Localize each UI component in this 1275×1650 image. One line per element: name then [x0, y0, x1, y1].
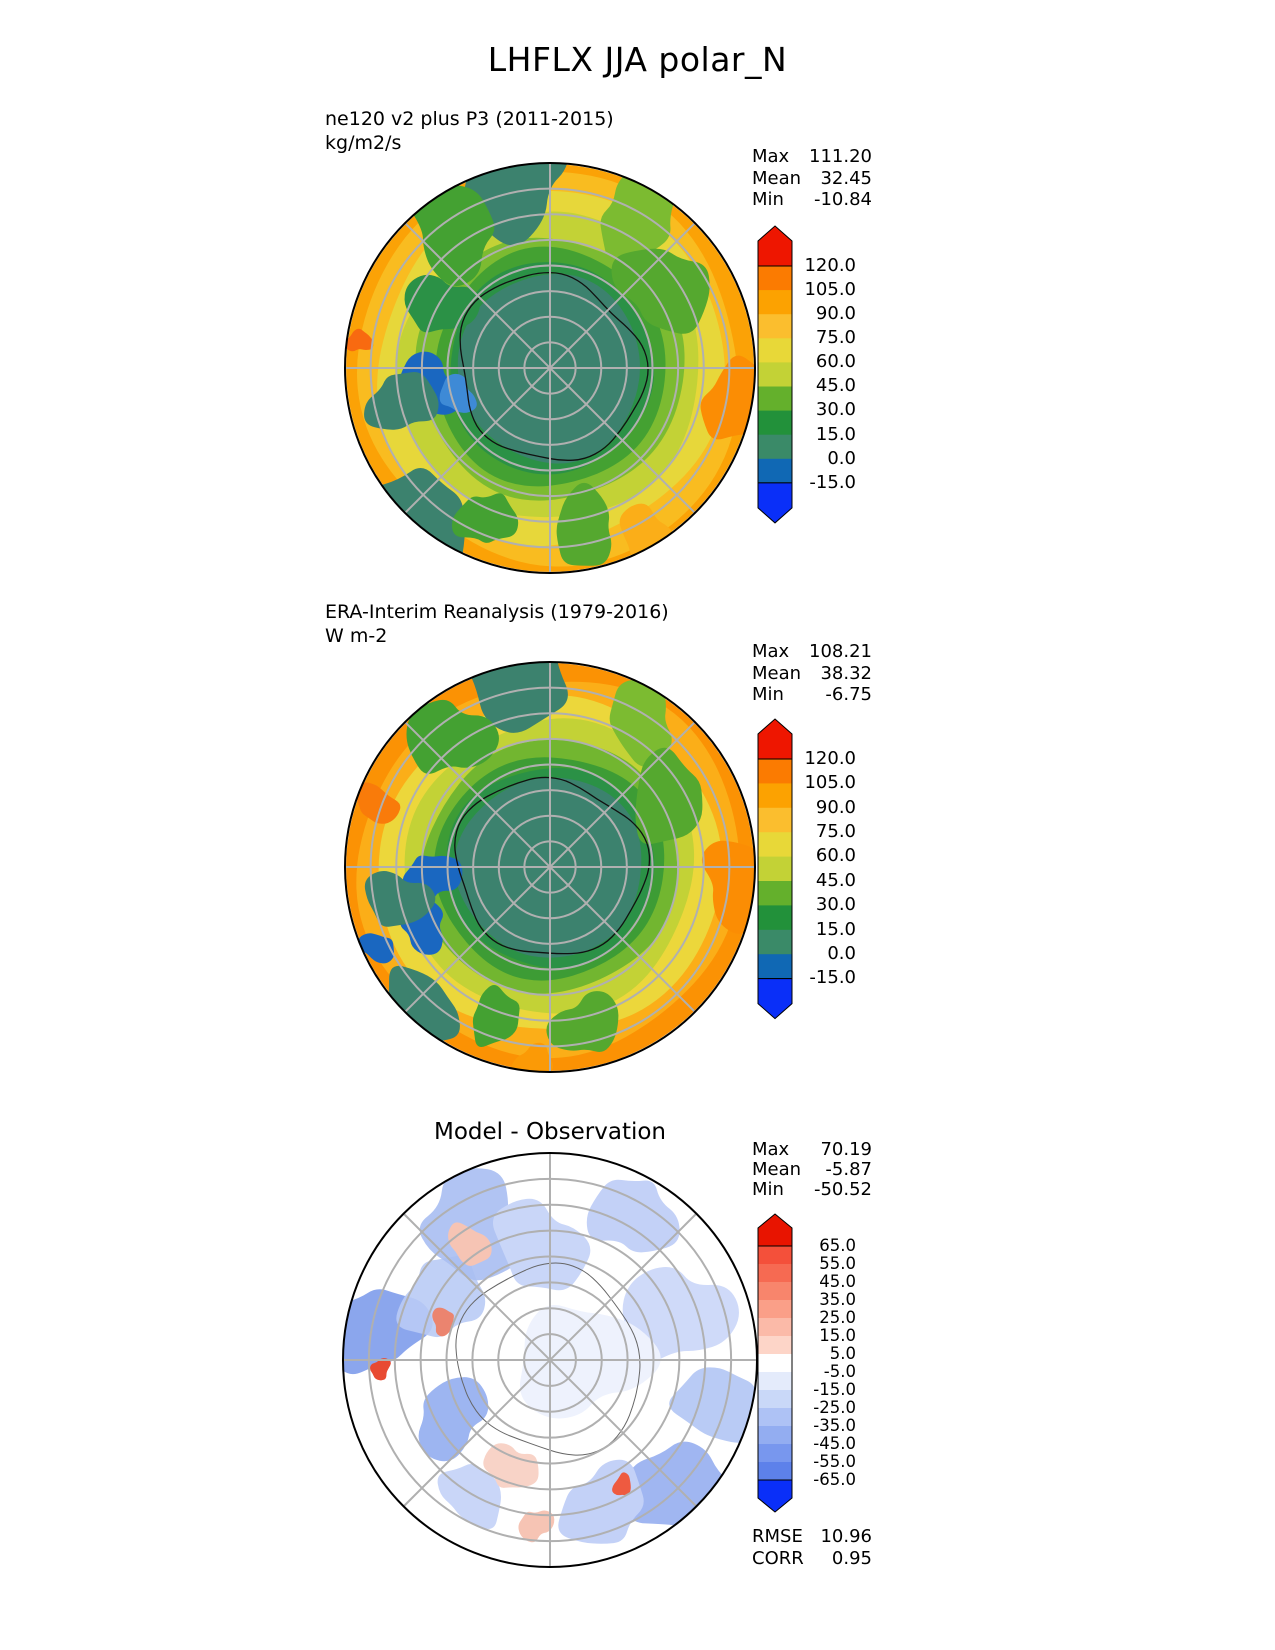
stats-block-footer: RMSE 10.96 CORR 0.95: [752, 1526, 872, 1569]
map-observation: [344, 661, 756, 1073]
stat-value: -6.75: [825, 684, 872, 705]
colorbar-tick-label: 15.0: [819, 1325, 856, 1345]
colorbar-tick-label: -25.0: [813, 1397, 856, 1417]
panel-label-model-line1: ne120 v2 plus P3 (2011-2015): [325, 108, 614, 130]
stat-row-max: Max 111.20: [752, 146, 872, 168]
stat-row-min: Min -6.75: [752, 684, 872, 706]
stat-label: Mean: [752, 167, 802, 189]
stat-label: Min: [752, 189, 784, 210]
colorbar-tick-label: -15.0: [813, 1379, 856, 1399]
colorbar-tick-label: 90.0: [815, 303, 856, 325]
stat-row-mean: Mean 38.32: [752, 663, 872, 685]
panel-label-observation-line1: ERA-Interim Reanalysis (1979-2016): [325, 601, 669, 623]
graticule: [343, 1153, 757, 1567]
colorbar-tick-label: 75.0: [815, 327, 856, 349]
colorbar-tick-label: 75.0: [815, 821, 856, 843]
stat-label: Max: [752, 641, 790, 662]
stat-label: Min: [752, 684, 784, 705]
colorbar-tick-label: -45.0: [813, 1433, 856, 1453]
stats-block-difference: Max 70.19 Mean -5.87 Min -50.52: [752, 1140, 872, 1200]
colorbar-tick-label: -15.0: [809, 967, 856, 989]
stat-row-rmse: RMSE 10.96: [752, 1526, 872, 1548]
stat-row-max: Max 108.21: [752, 641, 872, 663]
colorbar-tick-label: 105.0: [804, 772, 856, 794]
panel-title-difference: Model - Observation: [433, 1119, 667, 1145]
stat-row-min: Min -10.84: [752, 189, 872, 211]
figure-title: LHFLX JJA polar_N: [487, 40, 788, 79]
map-boundary: [342, 1152, 758, 1568]
stat-value: 10.96: [820, 1526, 872, 1547]
stat-label: Max: [752, 1139, 790, 1160]
stat-row-mean: Mean -5.87: [752, 1160, 872, 1180]
map-model: [344, 162, 756, 574]
colorbar-tick-label: 30.0: [815, 894, 856, 916]
stats-block-observation: Max 108.21 Mean 38.32 Min -6.75: [752, 641, 872, 706]
stat-value: 70.19: [820, 1139, 872, 1160]
panel-label-model: ne120 v2 plus P3 (2011-2015) kg/m2/s: [325, 107, 614, 155]
colorbar-tick-label: 105.0: [804, 278, 856, 300]
stat-value: 108.21: [809, 641, 872, 662]
colorbar-model: [757, 225, 793, 524]
map-difference: [342, 1152, 758, 1568]
colorbar-tick-label: -5.0: [823, 1361, 856, 1381]
stat-label: Max: [752, 146, 790, 167]
colorbar-tick-label: 60.0: [815, 351, 856, 373]
stat-row-max: Max 70.19: [752, 1140, 872, 1160]
panel-label-model-units: kg/m2/s: [325, 132, 402, 154]
stat-row-min: Min -50.52: [752, 1180, 872, 1200]
coastline: [454, 776, 651, 955]
stat-value: 0.95: [831, 1547, 872, 1569]
stat-value: 32.45: [820, 167, 872, 189]
colorbar-tick-label: 45.0: [815, 375, 856, 397]
colorbar-tick-label: 65.0: [819, 1235, 856, 1255]
colorbar-tick-label: 25.0: [819, 1307, 856, 1327]
stat-row-corr: CORR 0.95: [752, 1548, 872, 1570]
colorbar-tick-label: 15.0: [815, 423, 856, 445]
panel-label-observation-units: W m-2: [325, 625, 388, 647]
colorbar-tick-label: 15.0: [815, 918, 856, 940]
colorbar-tick-label: 60.0: [815, 845, 856, 867]
map-boundary: [344, 162, 756, 574]
colorbar-difference: [757, 1213, 793, 1513]
colorbar-tick-label: 35.0: [819, 1289, 856, 1309]
stat-label: RMSE: [752, 1526, 803, 1547]
colorbar-tick-label: 5.0: [829, 1343, 856, 1363]
colorbar-tick-label: -65.0: [813, 1469, 856, 1489]
colorbar-tick-label: 120.0: [804, 747, 856, 769]
graticule: [345, 163, 755, 573]
colorbar-tick-label: -35.0: [813, 1415, 856, 1435]
colorbar-tick-label: 120.0: [804, 254, 856, 276]
stat-value: -5.87: [825, 1159, 872, 1180]
stat-label: Mean: [752, 1159, 802, 1180]
colorbar-tick-label: -55.0: [813, 1451, 856, 1471]
colorbar-tick-label: -15.0: [809, 471, 856, 493]
graticule: [345, 662, 755, 1072]
stat-value: -10.84: [813, 189, 872, 210]
colorbar-tick-label: 30.0: [815, 399, 856, 421]
colorbar-tick-label: 45.0: [815, 869, 856, 891]
colorbar-tick-label: 90.0: [815, 796, 856, 818]
coastline: [459, 271, 649, 461]
colorbar-tick-label: 55.0: [819, 1253, 856, 1273]
colorbar-observation: [757, 718, 793, 1020]
colorbar-tick-label: 0.0: [827, 447, 856, 469]
colorbar-tick-label: 0.0: [827, 943, 856, 965]
stat-label: Mean: [752, 662, 802, 684]
stats-block-model: Max 111.20 Mean 32.45 Min -10.84: [752, 146, 872, 211]
stat-row-mean: Mean 32.45: [752, 168, 872, 190]
stat-value: -50.52: [813, 1179, 872, 1200]
stat-value: 38.32: [820, 662, 872, 684]
colorbar-tick-label: 45.0: [819, 1271, 856, 1291]
stat-label: Min: [752, 1179, 784, 1200]
map-boundary: [344, 661, 756, 1073]
stat-label: CORR: [752, 1547, 804, 1569]
panel-label-observation: ERA-Interim Reanalysis (1979-2016) W m-2: [325, 600, 669, 648]
stat-value: 111.20: [809, 146, 872, 167]
